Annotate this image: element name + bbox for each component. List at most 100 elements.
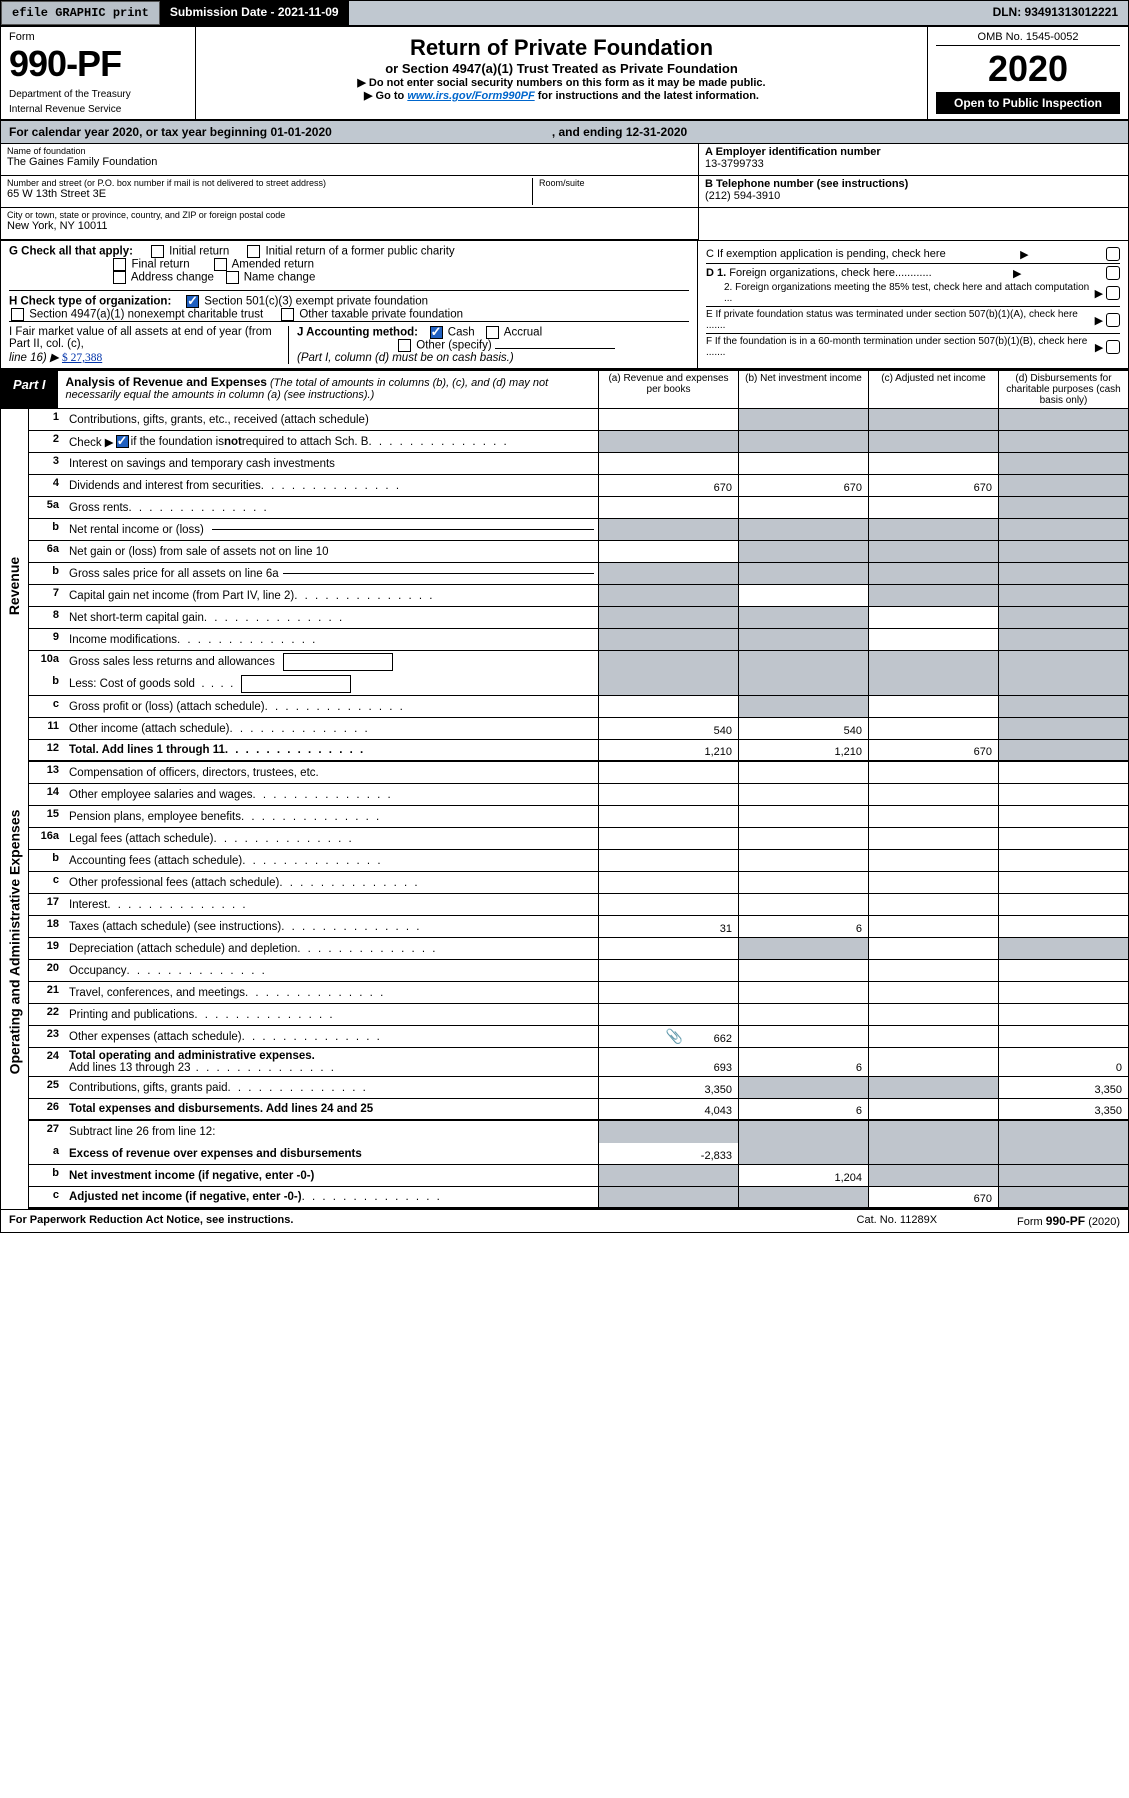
r5a-desc: Gross rents xyxy=(69,502,128,514)
g-initial-public: Initial return of a former public charit… xyxy=(265,246,454,258)
h-4947: Section 4947(a)(1) nonexempt charitable … xyxy=(29,309,263,321)
r27c-desc: Adjusted net income (if negative, enter … xyxy=(69,1191,302,1203)
ein-block: A Employer identification number 13-3799… xyxy=(699,144,1128,176)
r4-desc: Dividends and interest from securities xyxy=(69,480,261,492)
h-4947-checkbox[interactable] xyxy=(11,308,24,321)
j-accrual-checkbox[interactable] xyxy=(486,326,499,339)
row-25: 25Contributions, gifts, grants paid3,350… xyxy=(29,1077,1128,1099)
net-grid: 27Subtract line 26 from line 12: aExcess… xyxy=(1,1121,1128,1209)
g-final-checkbox[interactable] xyxy=(113,258,126,271)
row-19: 19Depreciation (attach schedule) and dep… xyxy=(29,938,1128,960)
f-line: F If the foundation is in a 60-month ter… xyxy=(706,336,1120,358)
r7-desc: Capital gain net income (from Part IV, l… xyxy=(69,590,294,602)
calendar-year-row: For calendar year 2020, or tax year begi… xyxy=(1,121,1128,144)
r2b: if the foundation is xyxy=(131,436,224,448)
r6b-desc: Gross sales price for all assets on line… xyxy=(69,568,279,580)
g-amended: Amended return xyxy=(232,259,314,271)
part1-title: Analysis of Revenue and Expenses xyxy=(66,375,267,389)
j-cash: Cash xyxy=(448,327,475,339)
r26-desc: Total expenses and disbursements. Add li… xyxy=(65,1099,598,1119)
attach-icon[interactable]: 📎 xyxy=(666,1028,683,1045)
d2-checkbox[interactable] xyxy=(1106,286,1120,300)
g-initial: Initial return xyxy=(169,246,229,258)
row-27b: bNet investment income (if negative, ent… xyxy=(29,1165,1128,1187)
r27c-c: 670 xyxy=(868,1187,998,1207)
g-initial-public-checkbox[interactable] xyxy=(247,245,260,258)
r25-desc: Contributions, gifts, grants paid xyxy=(69,1082,228,1094)
row-27: 27Subtract line 26 from line 12: xyxy=(29,1121,1128,1143)
r10b-desc: Less: Cost of goods sold xyxy=(69,678,195,690)
row-18: 18Taxes (attach schedule) (see instructi… xyxy=(29,916,1128,938)
r10b-box[interactable] xyxy=(241,675,351,693)
f-checkbox[interactable] xyxy=(1106,340,1120,354)
row-6a: 6aNet gain or (loss) from sale of assets… xyxy=(29,541,1128,563)
instr-link[interactable]: www.irs.gov/Form990PF xyxy=(407,90,534,102)
h-501c3-checkbox[interactable] xyxy=(186,295,199,308)
open-to-public: Open to Public Inspection xyxy=(936,92,1120,114)
efile-print-button[interactable]: efile GRAPHIC print xyxy=(1,1,160,25)
part1-tag: Part I xyxy=(1,371,58,408)
form-title: Return of Private Foundation xyxy=(204,35,919,61)
r27-desc: Subtract line 26 from line 12: xyxy=(65,1121,598,1143)
h-501c3: Section 501(c)(3) exempt private foundat… xyxy=(204,296,428,308)
r15-desc: Pension plans, employee benefits xyxy=(69,811,241,823)
r27b-desc: Net investment income (if negative, ente… xyxy=(69,1170,314,1182)
row-5a: 5aGross rents xyxy=(29,497,1128,519)
row-16c: cOther professional fees (attach schedul… xyxy=(29,872,1128,894)
g-namechange-checkbox[interactable] xyxy=(226,271,239,284)
form-header: Form 990-PF Department of the Treasury I… xyxy=(1,27,1128,121)
r24-d: 0 xyxy=(998,1048,1128,1076)
r27a-a: -2,833 xyxy=(598,1143,738,1164)
row-23: 23Other expenses (attach schedule)📎 662 xyxy=(29,1026,1128,1048)
d2-line: 2. Foreign organizations meeting the 85%… xyxy=(706,282,1120,304)
form-subtitle: or Section 4947(a)(1) Trust Treated as P… xyxy=(204,61,919,76)
dln: DLN: 93491313012221 xyxy=(983,1,1128,25)
j-note: (Part I, column (d) must be on cash basi… xyxy=(297,352,514,364)
d1-checkbox[interactable] xyxy=(1106,266,1120,280)
cal-end: , and ending 12-31-2020 xyxy=(552,125,687,139)
row-11: 11Other income (attach schedule)540540 xyxy=(29,718,1128,740)
r10c-desc: Gross profit or (loss) (attach schedule) xyxy=(69,701,265,713)
r18-b: 6 xyxy=(738,916,868,937)
j-other-checkbox[interactable] xyxy=(398,339,411,352)
r25-d: 3,350 xyxy=(998,1077,1128,1098)
row-13: 13Compensation of officers, directors, t… xyxy=(29,762,1128,784)
tel-block: B Telephone number (see instructions) (2… xyxy=(699,176,1128,208)
name-value: The Gaines Family Foundation xyxy=(7,156,692,168)
g-amended-checkbox[interactable] xyxy=(214,258,227,271)
r11-a: 540 xyxy=(598,718,738,739)
submission-date: Submission Date - 2021-11-09 xyxy=(160,1,349,25)
j-cash-checkbox[interactable] xyxy=(430,326,443,339)
col-c-header: (c) Adjusted net income xyxy=(868,371,998,408)
r12-c: 670 xyxy=(868,740,998,760)
r5b-desc: Net rental income or (loss) xyxy=(69,524,204,536)
r3-desc: Interest on savings and temporary cash i… xyxy=(65,453,598,474)
form-footer-num: Form 990-PF (2020) xyxy=(1017,1214,1120,1228)
r10a-box[interactable] xyxy=(283,653,393,671)
tel-label: B Telephone number (see instructions) xyxy=(705,178,1122,190)
omb-number: OMB No. 1545-0052 xyxy=(936,31,1120,46)
part1-desc: Analysis of Revenue and Expenses (The to… xyxy=(58,371,598,408)
ij-row: I Fair market value of all assets at end… xyxy=(9,321,689,364)
e-checkbox[interactable] xyxy=(1106,313,1120,327)
h-other-checkbox[interactable] xyxy=(281,308,294,321)
g-addrchange-checkbox[interactable] xyxy=(113,271,126,284)
row-16b: bAccounting fees (attach schedule) xyxy=(29,850,1128,872)
col-d-header: (d) Disbursements for charitable purpose… xyxy=(998,371,1128,408)
g-namechange: Name change xyxy=(244,272,316,284)
g-initial-checkbox[interactable] xyxy=(151,245,164,258)
row-20: 20Occupancy xyxy=(29,960,1128,982)
r25-a: 3,350 xyxy=(598,1077,738,1098)
row-17: 17Interest xyxy=(29,894,1128,916)
expenses-side-label: Operating and Administrative Expenses xyxy=(1,762,29,1121)
j-other: Other (specify) xyxy=(416,340,491,352)
row-10a: 10aGross sales less returns and allowanc… xyxy=(29,651,1128,673)
paperwork-notice: For Paperwork Reduction Act Notice, see … xyxy=(9,1214,293,1228)
r22-desc: Printing and publications xyxy=(69,1009,194,1021)
row-3: 3Interest on savings and temporary cash … xyxy=(29,453,1128,475)
c-checkbox[interactable] xyxy=(1106,247,1120,261)
row-9: 9Income modifications xyxy=(29,629,1128,651)
r2-checkbox[interactable] xyxy=(116,435,129,448)
cal-begin: For calendar year 2020, or tax year begi… xyxy=(9,125,332,139)
r4-b: 670 xyxy=(738,475,868,496)
